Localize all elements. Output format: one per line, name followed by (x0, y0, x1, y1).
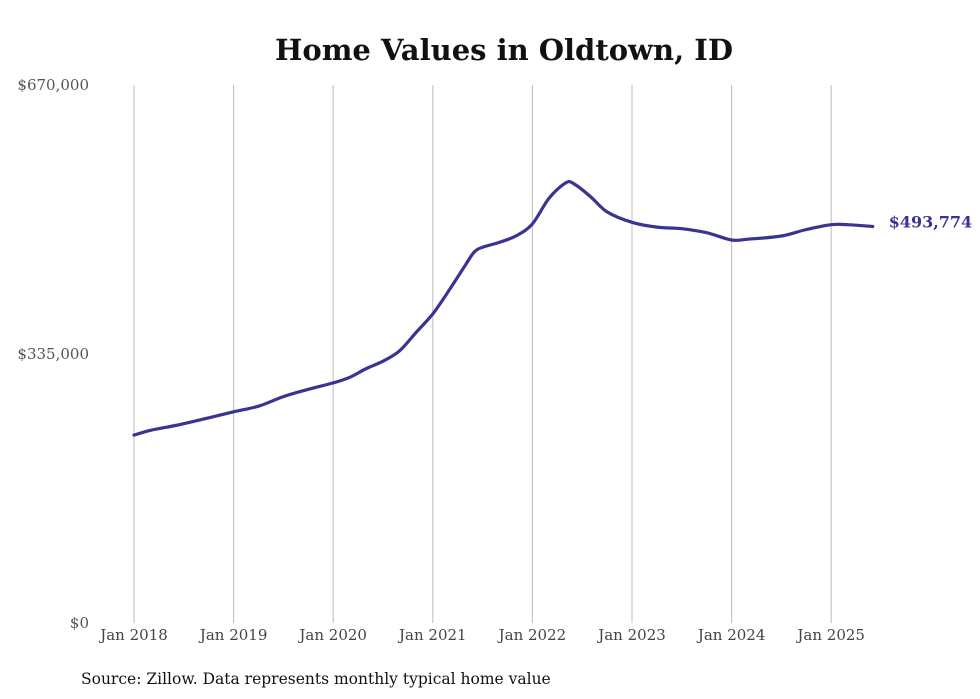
x-tick-label: Jan 2023 (596, 626, 666, 644)
x-tick-label: Jan 2021 (397, 626, 467, 644)
home-value-series-line (132, 179, 875, 437)
y-tick-label: $670,000 (17, 76, 89, 94)
source-note: Source: Zillow. Data represents monthly … (81, 670, 551, 688)
y-axis-tick-labels: $0 $335,000 $670,000 (17, 76, 89, 632)
y-tick-label: $335,000 (17, 345, 89, 363)
x-tick-label: Jan 2019 (198, 626, 268, 644)
vertical-gridlines (133, 85, 832, 623)
x-axis-tick-labels: Jan 2018 Jan 2019 Jan 2020 Jan 2021 Jan 2022… (98, 626, 865, 644)
y-tick-label: $0 (70, 614, 89, 632)
chart-title: Home Values in Oldtown, ID (275, 33, 733, 67)
x-tick-label: Jan 2020 (297, 626, 367, 644)
x-tick-label: Jan 2025 (795, 626, 865, 644)
x-tick-label: Jan 2024 (696, 626, 766, 644)
latest-value-label: $493,774 (889, 213, 973, 232)
x-tick-label: Jan 2022 (497, 626, 567, 644)
x-tick-label: Jan 2018 (98, 626, 168, 644)
